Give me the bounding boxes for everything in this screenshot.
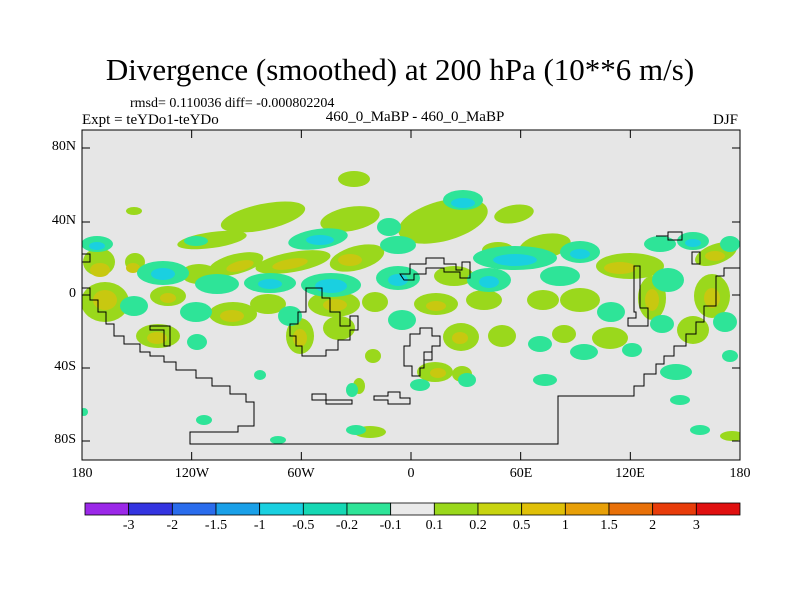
continent-east-c — [691, 251, 701, 265]
colorbar-label: -3 — [122, 518, 135, 533]
lon-label-120e: 120E — [615, 466, 645, 481]
negative-anomalies — [82, 190, 740, 444]
colorbar-label: 1 — [561, 518, 569, 533]
colorbar-label: 2 — [649, 518, 657, 533]
colorbar-label: -2 — [166, 518, 179, 533]
map-background — [82, 130, 740, 460]
case-label: 460_0_MaBP - 460_0_MaBP — [325, 109, 505, 125]
plot-title: Divergence (smoothed) at 200 hPa (10**6 … — [105, 52, 695, 87]
continent-east-b — [656, 231, 683, 241]
lon-ticks — [81, 130, 741, 460]
continent-west-c — [82, 253, 91, 263]
lon-label-120w: 120W — [174, 466, 210, 481]
lat-label-40s: 40S — [54, 359, 76, 374]
lat-label-80s: 80S — [54, 432, 76, 447]
contour-fields — [82, 171, 740, 444]
season-label: DJF — [712, 112, 738, 128]
negative-cores — [89, 198, 701, 293]
lon-label-60e: 60E — [509, 466, 533, 481]
map-frame — [81, 129, 741, 461]
continent-africa-inner — [423, 351, 433, 361]
colorbar-label: 0.1 — [425, 518, 444, 533]
lon-label-60w: 60W — [287, 466, 315, 481]
continent-africa-south — [403, 327, 441, 377]
continent-antarctic-a — [311, 393, 353, 405]
lat-label-40n: 40N — [51, 213, 76, 228]
colorbar-label: 0.2 — [469, 518, 487, 533]
colorbar-label: -0.5 — [292, 518, 315, 533]
colorbar-label: 0.5 — [512, 518, 531, 533]
continent-west-a — [82, 267, 740, 445]
coastlines — [82, 231, 740, 445]
colorbar-label: 3 — [692, 518, 700, 533]
continent-west-b — [149, 325, 171, 347]
lat-label-80n: 80N — [51, 139, 76, 154]
colorbar-label: -0.1 — [379, 518, 402, 533]
rmsd-stats: rmsd= 0.110036 diff= -0.000802204 — [130, 96, 335, 111]
colorbar-label: -1.5 — [204, 518, 228, 533]
lon-label-180e: 180 — [729, 466, 751, 481]
experiment-label: Expt = teYDo1-teYDo — [82, 112, 219, 128]
colorbar-label: -1 — [253, 518, 266, 533]
lon-label-180w: 180 — [71, 466, 93, 481]
lat-ticks — [82, 147, 740, 442]
positive-cores — [90, 251, 725, 378]
continent-antarctic-b — [373, 391, 411, 405]
lon-label-0: 0 — [407, 466, 415, 481]
colorbar-label: -0.2 — [335, 518, 359, 533]
lat-label-0: 0 — [69, 286, 76, 301]
continent-africa — [399, 257, 471, 281]
continent-east-a — [627, 265, 649, 327]
colorbar-label: 1.5 — [600, 518, 618, 533]
continent-sa — [289, 287, 359, 357]
